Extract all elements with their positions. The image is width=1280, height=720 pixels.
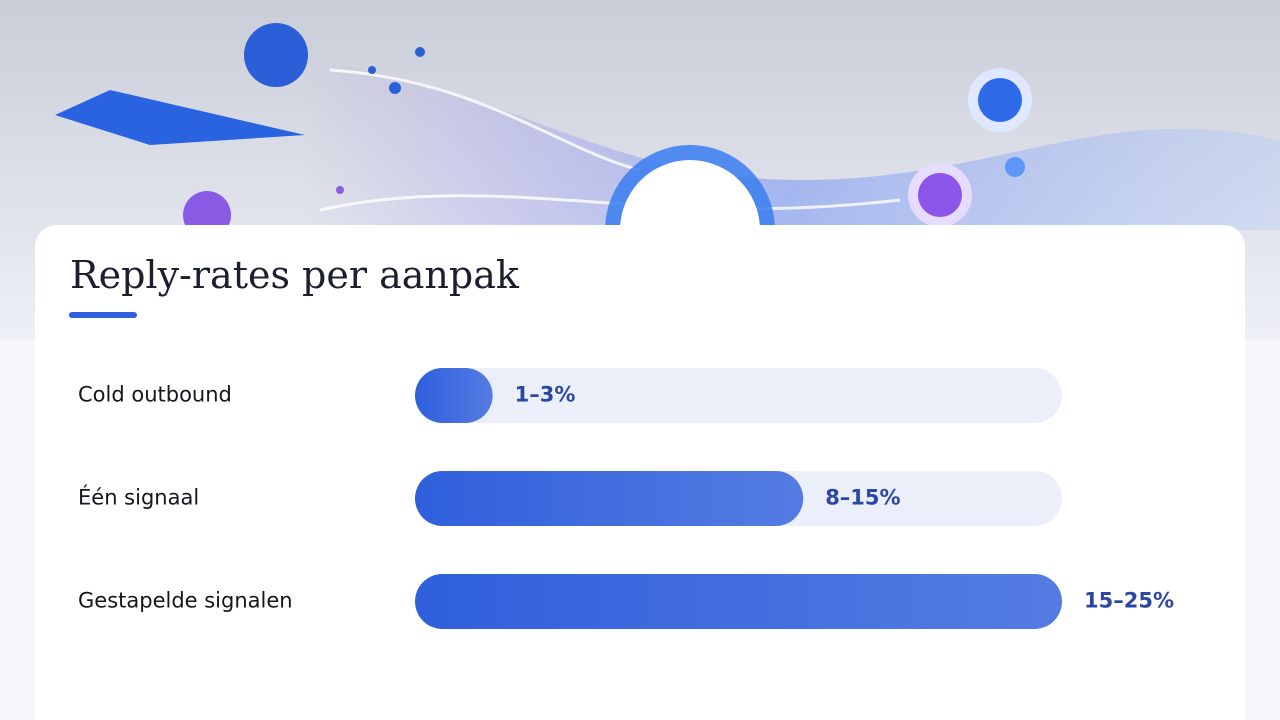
category-label: Één signaal	[78, 485, 199, 510]
bar	[415, 574, 1062, 629]
bar-track	[415, 368, 1062, 423]
title-underline	[69, 312, 137, 318]
bar	[415, 368, 493, 423]
bar	[415, 471, 804, 526]
category-label: Cold outbound	[78, 383, 232, 407]
plot: Cold outbound 1–3% Één signaal 8–15% Gestape…	[78, 368, 1174, 629]
chart-title: Reply-rates per aanpak	[70, 253, 520, 297]
value-label: 8–15%	[825, 486, 900, 510]
value-label: 15–25%	[1084, 589, 1174, 613]
category-label: Gestapelde signalen	[78, 589, 293, 613]
value-label: 1–3%	[515, 383, 576, 407]
